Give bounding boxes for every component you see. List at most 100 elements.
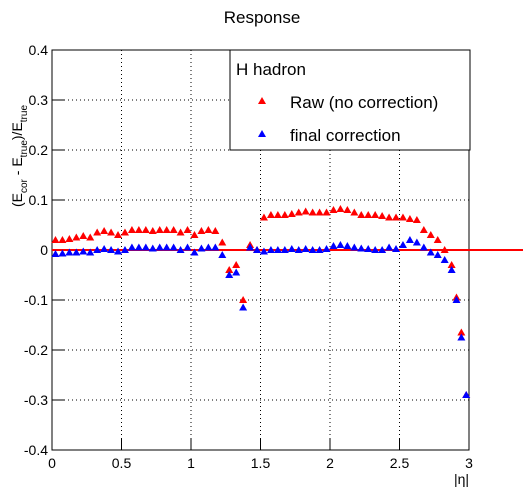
- data-point: [58, 249, 67, 257]
- data-point: [294, 208, 303, 216]
- data-point: [232, 261, 241, 268]
- data-point: [65, 248, 74, 256]
- y-label-subscript: true: [19, 105, 30, 123]
- data-point: [79, 247, 88, 255]
- data-point: [364, 245, 373, 252]
- data-point: [86, 233, 95, 241]
- data-point: [155, 226, 164, 233]
- data-point: [204, 243, 213, 251]
- data-point: [197, 227, 206, 234]
- data-point: [155, 243, 164, 251]
- data-point: [336, 241, 345, 248]
- data-point: [412, 238, 421, 246]
- data-point: [371, 246, 380, 253]
- y-tick-label: 0.3: [29, 92, 49, 108]
- x-tick-label: 1.5: [251, 455, 271, 471]
- data-point: [127, 243, 136, 251]
- data-point: [239, 303, 248, 311]
- data-point: [412, 216, 421, 223]
- data-point: [72, 248, 81, 256]
- legend-marker: [258, 130, 266, 137]
- data-point: [169, 226, 178, 233]
- data-point: [93, 246, 102, 253]
- data-point: [190, 248, 199, 256]
- data-point: [169, 243, 178, 251]
- data-point: [93, 228, 102, 236]
- x-tick-label: 0: [48, 455, 56, 471]
- data-point: [120, 246, 129, 253]
- data-point: [190, 231, 199, 238]
- data-point: [114, 247, 123, 255]
- data-point: [357, 244, 366, 252]
- data-point: [287, 245, 296, 252]
- data-point: [218, 251, 227, 258]
- data-point: [148, 244, 157, 252]
- data-point: [419, 243, 428, 251]
- legend: [229, 49, 471, 151]
- data-point: [308, 246, 317, 253]
- y-tick-label: -0.2: [24, 342, 48, 358]
- data-point: [350, 208, 359, 216]
- data-point: [364, 211, 373, 218]
- data-point: [266, 246, 275, 253]
- data-point: [392, 245, 401, 252]
- x-tick-label: 3: [465, 455, 473, 471]
- data-point: [141, 243, 150, 251]
- data-point: [100, 227, 109, 234]
- data-point: [51, 250, 60, 257]
- data-point: [426, 231, 435, 238]
- data-point: [273, 246, 282, 253]
- data-point: [433, 236, 442, 243]
- data-point: [294, 246, 303, 253]
- data-point: [239, 296, 248, 303]
- data-point: [336, 205, 345, 212]
- data-point: [440, 256, 449, 263]
- y-axis-label: (Ecor - Etrue)/Etrue: [9, 105, 30, 207]
- data-point: [398, 213, 407, 221]
- data-point: [211, 227, 220, 234]
- data-point: [114, 231, 123, 238]
- data-point: [343, 242, 352, 249]
- chart-title: Response: [224, 8, 301, 27]
- data-point: [280, 211, 289, 218]
- data-point: [58, 236, 67, 243]
- y-tick-label: 0.4: [29, 42, 49, 58]
- data-point: [315, 246, 324, 253]
- data-point: [385, 213, 394, 221]
- data-point: [329, 206, 338, 213]
- data-point: [134, 226, 143, 233]
- data-point: [371, 211, 380, 218]
- y-label-subscript: cor: [19, 178, 30, 193]
- data-point: [65, 235, 74, 242]
- y-tick-label: 0.1: [29, 192, 49, 208]
- data-point: [378, 246, 387, 253]
- data-point: [392, 213, 401, 221]
- data-point: [127, 226, 136, 233]
- data-point: [329, 242, 338, 249]
- data-point: [273, 211, 282, 218]
- data-point: [204, 226, 213, 233]
- legend-marker: [258, 97, 266, 104]
- data-point: [225, 271, 234, 278]
- legend-label: final correction: [290, 126, 401, 145]
- data-point: [232, 268, 241, 276]
- data-point: [287, 210, 296, 217]
- y-tick-label: -0.4: [24, 442, 48, 458]
- data-point: [134, 243, 143, 251]
- y-tick-label: -0.3: [24, 392, 48, 408]
- data-point: [79, 232, 88, 239]
- y-label-subscript: true: [19, 140, 30, 158]
- data-point: [405, 215, 414, 222]
- data-point: [246, 243, 255, 251]
- data-point: [162, 226, 171, 233]
- data-point: [183, 243, 192, 251]
- data-point: [280, 246, 289, 253]
- legend-title: H hadron: [236, 60, 306, 79]
- data-point: [447, 266, 456, 273]
- data-point: [259, 247, 268, 255]
- data-point: [266, 211, 275, 218]
- legend-label: Raw (no correction): [290, 93, 438, 112]
- x-tick-label: 2: [326, 455, 334, 471]
- data-point: [315, 208, 324, 216]
